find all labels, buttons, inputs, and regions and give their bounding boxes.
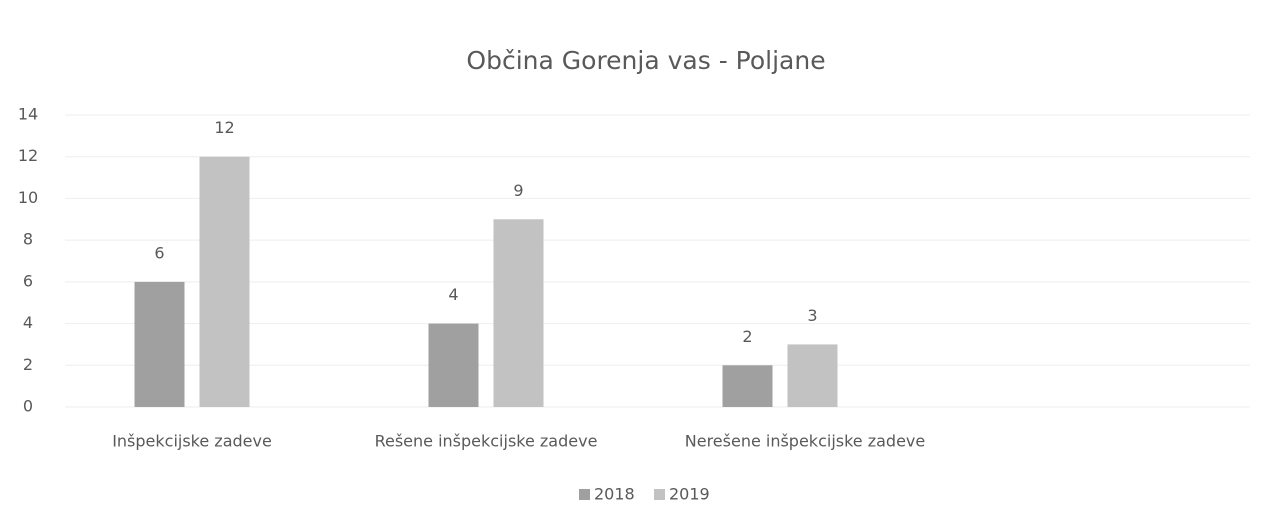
bar bbox=[199, 156, 250, 407]
data-label: 2 bbox=[742, 327, 752, 346]
y-tick-label: 14 bbox=[18, 105, 38, 124]
y-tick-label: 4 bbox=[23, 313, 33, 332]
data-label: 6 bbox=[154, 243, 164, 262]
x-tick-label: Inšpekcijske zadeve bbox=[112, 432, 272, 451]
legend-label: 2019 bbox=[669, 485, 710, 504]
legend-swatch bbox=[654, 489, 665, 500]
y-tick-label: 10 bbox=[18, 188, 38, 207]
legend-swatch bbox=[579, 489, 590, 500]
bar bbox=[493, 219, 544, 407]
y-tick-label: 0 bbox=[23, 397, 33, 416]
data-label: 4 bbox=[448, 285, 458, 304]
bar bbox=[722, 365, 773, 407]
y-tick-label: 2 bbox=[23, 355, 33, 374]
bar bbox=[428, 323, 479, 407]
data-label: 9 bbox=[513, 181, 523, 200]
data-label: 3 bbox=[807, 306, 817, 325]
data-label: 12 bbox=[214, 118, 234, 137]
x-tick-label: Rešene inšpekcijske zadeve bbox=[375, 432, 598, 451]
chart-title: Občina Gorenja vas - Poljane bbox=[466, 46, 825, 75]
y-tick-label: 6 bbox=[23, 271, 33, 290]
legend-label: 2018 bbox=[594, 485, 635, 504]
x-tick-label: Nerešene inšpekcijske zadeve bbox=[685, 432, 925, 451]
y-tick-label: 12 bbox=[18, 146, 38, 165]
bar bbox=[787, 344, 838, 407]
y-tick-label: 8 bbox=[23, 230, 33, 249]
bar bbox=[134, 281, 185, 407]
